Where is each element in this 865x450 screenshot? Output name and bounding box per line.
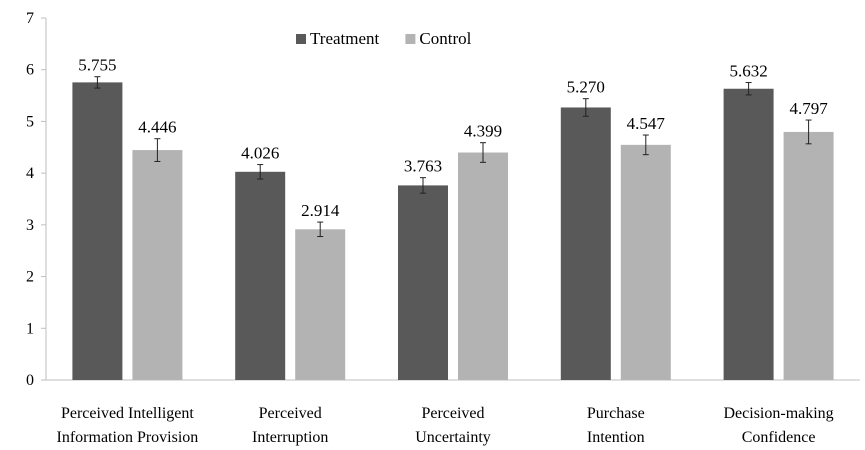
x-category-label: Perceived: [259, 405, 322, 422]
bar-treatment: [235, 171, 286, 380]
y-tick-label: 4: [26, 165, 34, 182]
bar-treatment: [723, 88, 774, 380]
data-label: 2.914: [301, 201, 340, 220]
bar-control: [783, 131, 834, 380]
x-category-label: Purchase: [587, 405, 645, 422]
y-tick-label: 5: [26, 113, 34, 130]
legend-label: Control: [419, 29, 471, 48]
x-category-label: Perceived: [421, 405, 484, 422]
y-tick-label: 6: [26, 62, 34, 79]
legend: Treatment Control: [296, 29, 472, 48]
bar-treatment: [398, 185, 448, 380]
data-label: 4.399: [464, 122, 502, 141]
y-tick-label: 7: [26, 10, 34, 27]
x-category-label: Interruption: [252, 429, 328, 446]
data-label: 5.755: [78, 56, 116, 75]
y-axis-ticks: 0 1 2 3 4 5 6 7: [26, 10, 46, 389]
legend-label: Treatment: [310, 29, 380, 48]
legend-swatch: [405, 34, 416, 44]
data-label: 3.763: [404, 157, 442, 176]
bar-control: [132, 150, 183, 380]
data-label: 5.632: [729, 62, 767, 81]
x-category-label: Uncertainty: [415, 429, 491, 446]
y-tick-label: 2: [26, 269, 34, 286]
data-label: 5.270: [567, 78, 605, 97]
bars: 5.755 4.026 3.763 5.270 5.632 4.446 2.914 4.399…: [72, 56, 834, 381]
x-category-label: Decision-making: [723, 405, 833, 422]
data-label: 4.446: [138, 118, 176, 137]
x-category-label: Perceived Intelligent: [61, 405, 194, 422]
data-label: 4.547: [627, 114, 666, 133]
y-tick-label: 3: [26, 217, 34, 234]
x-category-label: Information Provision: [57, 429, 199, 446]
bar-control: [295, 229, 346, 380]
y-tick-label: 0: [26, 372, 34, 389]
bar-treatment: [560, 107, 611, 381]
bar-treatment: [72, 82, 123, 381]
category-labels: Perceived Intelligent Information Provisi…: [57, 405, 834, 446]
data-label: 4.797: [789, 99, 828, 118]
bar-control: [620, 144, 671, 380]
x-category-label: Intention: [587, 429, 645, 446]
x-category-label: Confidence: [742, 429, 816, 446]
bar-control: [458, 152, 508, 380]
data-label: 4.026: [241, 144, 279, 163]
y-tick-label: 1: [26, 320, 34, 337]
legend-swatch: [296, 34, 306, 44]
